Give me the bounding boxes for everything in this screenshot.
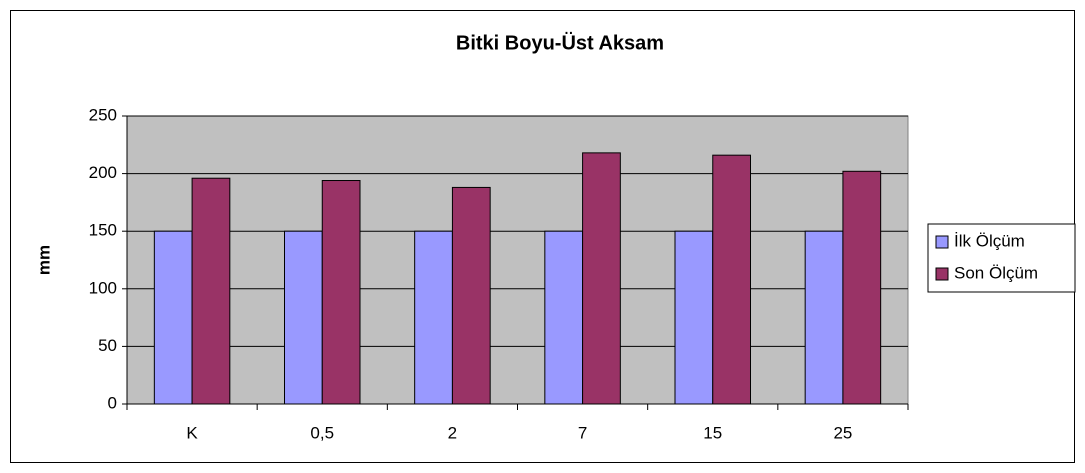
bar	[842, 170, 882, 405]
bar	[321, 180, 361, 405]
y-tick-label: 50	[98, 336, 117, 355]
y-tick-label: 0	[108, 393, 117, 412]
bar	[544, 230, 584, 405]
x-tick-label: 2	[448, 423, 457, 442]
legend-label: Son Ölçüm	[954, 263, 1038, 282]
bar	[191, 177, 231, 405]
x-tick-label: 25	[833, 423, 852, 442]
plot-area	[126, 115, 909, 405]
bar	[674, 230, 714, 405]
legend-swatch	[935, 235, 949, 249]
y-axis-label: mm	[34, 245, 53, 275]
x-tick-label: 7	[578, 423, 587, 442]
legend-swatch	[935, 267, 949, 281]
y-tick-label: 200	[89, 163, 117, 182]
x-tick-label: 15	[703, 423, 722, 442]
bar	[284, 230, 323, 405]
bar	[804, 230, 844, 405]
bar	[451, 186, 491, 405]
y-tick-label: 250	[89, 105, 117, 124]
x-tick-label: K	[186, 423, 198, 442]
legend-label: İlk Ölçüm	[954, 231, 1025, 250]
bar	[414, 230, 453, 405]
legend-box	[927, 223, 1076, 293]
bar	[712, 154, 751, 405]
y-tick-label: 100	[89, 278, 117, 297]
y-tick-label: 150	[89, 221, 117, 240]
chart-title: Bitki Boyu-Üst Aksam	[456, 31, 664, 54]
bar	[582, 152, 621, 405]
bar	[153, 230, 193, 405]
x-tick-label: 0,5	[310, 423, 334, 442]
